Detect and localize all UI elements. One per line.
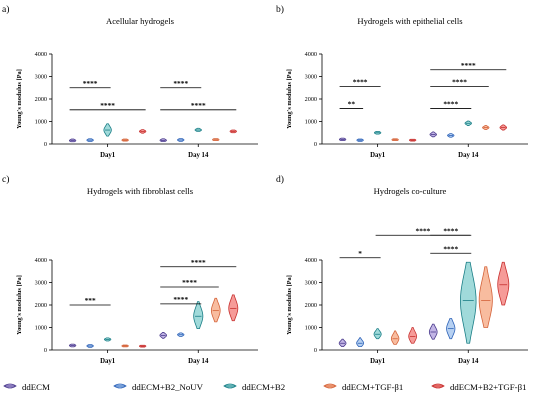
x-tick-label: Day1 bbox=[100, 358, 116, 365]
violin-mark bbox=[460, 261, 477, 344]
violin-mark bbox=[228, 294, 239, 322]
legend-label: ddECM+B2_NoUV bbox=[132, 382, 204, 392]
violin-mark bbox=[193, 301, 204, 330]
y-tick-label: 2000 bbox=[35, 96, 47, 103]
y-axis-label: Young's modulus [Pa] bbox=[286, 69, 293, 129]
panel-3: c) Hydrogels with fibroblast cells Young's… bbox=[2, 174, 258, 365]
significance-label: **** bbox=[443, 99, 458, 108]
panel-1: a) Acellular hydrogels Young's modulus [Pa… bbox=[2, 4, 258, 159]
panel-letter: c) bbox=[2, 174, 9, 185]
y-tick-label: 3000 bbox=[35, 74, 47, 81]
legend-label: ddECM+TGF-β1 bbox=[342, 382, 403, 392]
y-tick-label: 4000 bbox=[35, 257, 47, 264]
significance-label: **** bbox=[182, 278, 197, 287]
violin-mark bbox=[210, 297, 221, 323]
significance-label: **** bbox=[452, 78, 467, 87]
y-tick-label: 2000 bbox=[35, 302, 47, 309]
legend-label: ddECM+B2+TGF-β1 bbox=[450, 382, 526, 392]
y-tick-label: 2000 bbox=[305, 96, 317, 103]
y-tick-label: 3000 bbox=[35, 280, 47, 287]
violin-mark bbox=[478, 266, 493, 328]
legend-item: ddECM bbox=[3, 382, 50, 392]
panel-title: Acellular hydrogels bbox=[106, 16, 175, 26]
panel-title: Hydrogels with fibroblast cells bbox=[87, 186, 194, 196]
x-tick-label: Day1 bbox=[370, 358, 386, 365]
legend-item: ddECM+B2_NoUV bbox=[113, 382, 204, 392]
y-tick-label: 4000 bbox=[305, 257, 317, 264]
panel-2: b) Hydrogels with epithelial cells Young's… bbox=[276, 4, 528, 159]
violin-mark bbox=[408, 327, 417, 344]
x-tick-label: Day 14 bbox=[188, 358, 209, 365]
panel-letter: d) bbox=[276, 174, 284, 185]
significance-label: **** bbox=[173, 79, 188, 88]
y-tick-label: 4000 bbox=[305, 51, 317, 58]
panel-4: d) Hydrogels co-culture Young's modulus [P… bbox=[276, 174, 528, 365]
significance-label: **** bbox=[353, 78, 368, 87]
legend-item: ddECM+B2 bbox=[223, 382, 285, 392]
significance-label: **** bbox=[191, 101, 206, 110]
y-tick-label: 1000 bbox=[35, 325, 47, 332]
legend-item: ddECM+TGF-β1 bbox=[323, 382, 403, 392]
significance-label: *** bbox=[85, 296, 96, 305]
y-axis-label: Young's modulus [Pa] bbox=[16, 275, 23, 335]
y-tick-label: 3000 bbox=[305, 74, 317, 81]
y-tick-label: 0 bbox=[44, 347, 47, 354]
violin-mark bbox=[390, 330, 400, 345]
y-tick-label: 1000 bbox=[305, 325, 317, 332]
panel-title: Hydrogels with epithelial cells bbox=[357, 16, 463, 26]
x-tick-label: Day1 bbox=[100, 152, 116, 159]
y-axis-label: Young's modulus [Pa] bbox=[16, 69, 23, 129]
significance-label: * bbox=[358, 249, 362, 258]
significance-label: **** bbox=[461, 61, 476, 70]
x-tick-label: Day 14 bbox=[458, 152, 479, 159]
significance-label: ** bbox=[348, 99, 356, 108]
panel-letter: b) bbox=[276, 4, 284, 15]
legend-label: ddECM bbox=[22, 382, 50, 392]
legend: ddECM ddECM+B2_NoUV ddECM+B2 ddECM+TGF-β1 dd… bbox=[3, 382, 526, 392]
y-tick-label: 0 bbox=[44, 141, 47, 148]
significance-label: **** bbox=[173, 295, 188, 304]
significance-label: **** bbox=[191, 258, 206, 267]
significance-label: **** bbox=[100, 101, 115, 110]
y-tick-label: 0 bbox=[314, 347, 317, 354]
x-tick-label: Day 14 bbox=[188, 152, 209, 159]
y-tick-label: 4000 bbox=[35, 51, 47, 58]
legend-label: ddECM+B2 bbox=[242, 382, 285, 392]
x-tick-label: Day 14 bbox=[458, 358, 479, 365]
significance-label: **** bbox=[443, 226, 458, 235]
y-tick-label: 2000 bbox=[305, 302, 317, 309]
y-tick-label: 1000 bbox=[305, 119, 317, 126]
x-tick-label: Day1 bbox=[370, 152, 386, 159]
y-axis-label: Young's modulus [Pa] bbox=[286, 275, 293, 335]
legend-item: ddECM+B2+TGF-β1 bbox=[431, 382, 526, 392]
significance-label: **** bbox=[83, 79, 98, 88]
y-tick-label: 0 bbox=[314, 141, 317, 148]
significance-label: **** bbox=[443, 244, 458, 253]
panel-letter: a) bbox=[2, 4, 9, 15]
panel-title: Hydrogels co-culture bbox=[374, 186, 447, 196]
significance-label: **** bbox=[416, 226, 431, 235]
violin-mark bbox=[356, 337, 364, 348]
violin-mark bbox=[373, 328, 382, 340]
violin-mark bbox=[497, 261, 510, 306]
y-tick-label: 1000 bbox=[35, 119, 47, 126]
y-tick-label: 3000 bbox=[305, 280, 317, 287]
